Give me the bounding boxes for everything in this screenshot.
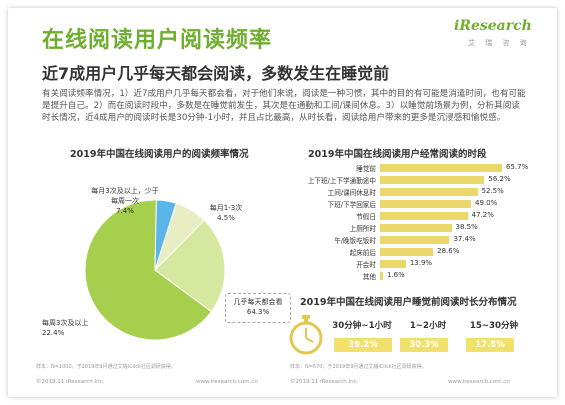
bar-category-label: 睡觉前	[356, 165, 376, 173]
bar-mark	[380, 188, 478, 196]
bar-category-label: 其他	[362, 273, 376, 281]
right-sample-note: 样本：N=670，于2019年9月通过艾瑞iClick社区调研获得。	[290, 364, 427, 370]
bar-value-label: 1.6%	[386, 271, 405, 279]
right-copyright: ©2019.11 iResearch Inc.	[290, 379, 359, 385]
pie-label-monthly3plus: 每月3次及以上，少于每周一次 7.4%	[90, 186, 160, 216]
pie-value: 7.4%	[116, 207, 134, 215]
bar-value-label: 38.5%	[455, 223, 478, 231]
bar-value-label: 28.6%	[437, 247, 460, 255]
duration-label-15-30min: 15~30分钟	[469, 321, 519, 331]
left-sample-note: 样本：N=1000，于2019年9月通过艾瑞iClick社区调研获得。	[36, 364, 176, 370]
pie-slice-daily	[84, 199, 213, 341]
page-title: 在线阅读用户阅读频率	[42, 28, 273, 53]
bar-value-label: 47.2%	[471, 211, 494, 219]
pie-chart-title: 2019年中国在线阅读用户的阅读频率情况	[70, 149, 249, 160]
bar-category-label: 上下班/上下学通勤途中	[307, 177, 376, 185]
bar-category-label: 工间/课间休息时	[327, 189, 376, 197]
duration-value-15-30min: 17.8%	[466, 338, 514, 352]
logo-subtitle: 艾 瑞 咨 询	[468, 39, 531, 47]
description-paragraph: 有关阅读频率情况，1）近7成用户几乎每天都会看，对于他们来说，阅读是一种习惯，其…	[42, 89, 526, 123]
pie-label-text: 每月3次及以上，少于每周一次	[91, 187, 159, 205]
bar-category-label: 下班/下学回家后	[327, 201, 376, 209]
bar-category-label: 节假日	[356, 213, 376, 221]
bar-mark	[380, 236, 450, 244]
bar-value-label: 13.9%	[409, 259, 433, 267]
duration-label-30min-1h: 30分钟~1小时	[332, 321, 392, 331]
bar-mark	[380, 164, 502, 172]
left-site: www.iresearch.com.cn	[196, 379, 258, 385]
bar-category-label: 起床前后	[349, 249, 376, 257]
bar-category-label: 午/晚饭吃饭时	[334, 237, 376, 245]
bar-value-label: 56.2%	[488, 175, 511, 183]
bar-mark	[380, 212, 468, 220]
duration-title: 2019年中国在线阅读用户睡觉前阅读时长分布情况	[300, 297, 517, 308]
pie-label-weekly3plus: 每周3次及以上 22.4%	[42, 318, 122, 338]
duration-label-1-2h: 1~2小时	[409, 321, 447, 331]
bar-value-label: 37.4%	[453, 235, 476, 243]
pie-label-daily: 几乎每天都会看 64.3%	[226, 297, 290, 317]
bar-mark	[380, 260, 406, 268]
duration-value-1-2h: 30.3%	[400, 338, 448, 352]
pie-label-text: 每周3次及以上	[42, 319, 89, 327]
bar-value-label: 52.5%	[481, 187, 504, 195]
bar-mark	[380, 272, 383, 280]
iresearch-logo: iResearch	[454, 18, 532, 34]
pie-slice-monthly13	[154, 199, 177, 271]
bar-mark	[380, 200, 471, 208]
right-site: www.iresearch.com.cn	[448, 379, 510, 385]
bar-category-label: 上厕所时	[349, 225, 376, 233]
bar-chart-title: 2019年中国在线阅读用户经常阅读的时段	[308, 149, 487, 160]
bar-value-label: 49.0%	[475, 199, 498, 207]
pie-label-text: 几乎每天都会看	[233, 298, 283, 306]
pie-value: 22.4%	[42, 329, 65, 337]
bar-mark	[380, 248, 434, 256]
bar-category-label: 开会时	[356, 261, 376, 269]
bar-mark	[380, 224, 452, 232]
duration-value-30min-1h: 39.2%	[334, 338, 392, 352]
left-copyright: ©2019.11 iResearch Inc.	[36, 379, 105, 385]
pie-value: 4.5%	[217, 214, 235, 222]
daily-callout-box	[225, 293, 291, 323]
pie-label-text: 每月1-3次	[209, 204, 243, 212]
page-subtitle: 近7成用户几乎每天都会阅读，多数发生在睡觉前	[42, 64, 390, 83]
pie-label-monthly13: 每月1-3次 4.5%	[196, 203, 256, 223]
bar-mark	[380, 176, 485, 184]
pie-value: 64.3%	[246, 308, 270, 316]
pie-slice-weekly3plus	[154, 219, 226, 313]
bar-value-label: 65.7%	[506, 163, 529, 171]
stopwatch-icon	[289, 315, 323, 355]
